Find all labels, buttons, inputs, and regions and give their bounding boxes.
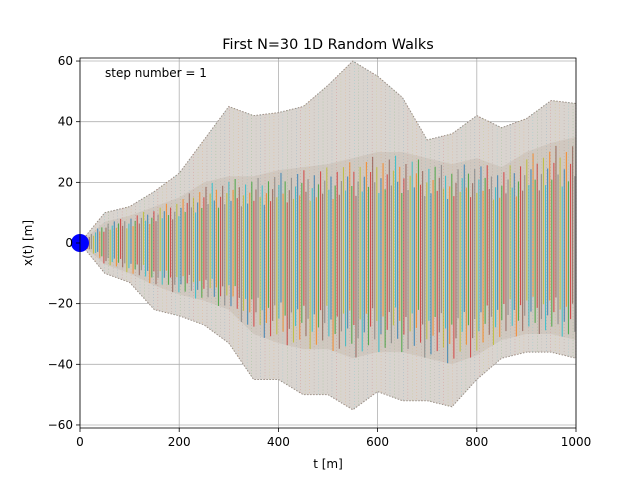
x-tick-label: 0 [76, 435, 84, 449]
walk-bands [80, 61, 576, 409]
x-tick-label: 600 [366, 435, 389, 449]
y-tick-label: 40 [58, 115, 73, 129]
x-tick-label: 200 [168, 435, 191, 449]
step-number-annotation: step number = 1 [105, 66, 207, 80]
y-tick-label: 0 [65, 236, 73, 250]
x-tick-label: 800 [465, 435, 488, 449]
y-tick-label: −60 [48, 418, 73, 432]
x-tick-label: 1000 [561, 435, 592, 449]
y-tick-label: 20 [58, 175, 73, 189]
y-tick-label: 60 [58, 54, 73, 68]
chart-title: First N=30 1D Random Walks [222, 37, 434, 53]
x-axis-label: t [m] [313, 457, 343, 471]
y-tick-label: −40 [48, 357, 73, 371]
y-axis-label: x(t) [m] [21, 220, 35, 266]
y-tick-label: −20 [48, 297, 73, 311]
x-axis: 0 200 400 600 800 1000 [76, 428, 591, 449]
x-tick-label: 400 [267, 435, 290, 449]
y-axis: −60 −40 −20 0 20 40 60 [48, 54, 80, 432]
